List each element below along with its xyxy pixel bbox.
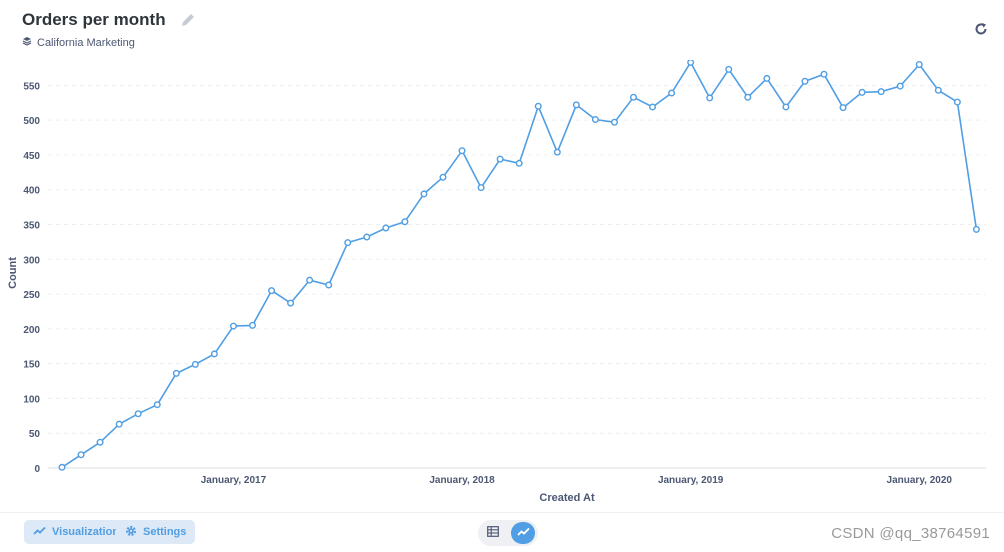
data-point [477, 184, 485, 192]
y-tick-label: 500 [23, 116, 40, 127]
data-point [687, 58, 695, 66]
data-point [591, 115, 599, 123]
data-point [896, 82, 904, 90]
data-point [858, 88, 866, 96]
line-chart-icon [516, 524, 530, 542]
data-point [610, 118, 618, 126]
y-tick-label: 450 [23, 151, 40, 162]
data-point [839, 104, 847, 112]
data-point [934, 86, 942, 94]
data-point [706, 94, 714, 102]
data-point [210, 350, 218, 358]
data-point [344, 239, 352, 247]
y-tick-label: 100 [23, 394, 40, 405]
y-tick-label: 300 [23, 255, 40, 266]
data-point [420, 190, 428, 198]
y-tick-label: 150 [23, 360, 40, 371]
data-point [630, 93, 638, 101]
data-point [172, 369, 180, 377]
data-point [820, 70, 828, 78]
data-point [953, 98, 961, 106]
table-view-button[interactable] [481, 522, 505, 544]
x-tick-label: January, 2020 [887, 475, 953, 486]
line-chart: 0 50 100 150 200 250 300 350 400 450 500 550 January… [0, 58, 1004, 510]
data-point [439, 173, 447, 181]
y-tick-label: 200 [23, 325, 40, 336]
header: Orders per month [22, 10, 196, 30]
x-tick-label: January, 2017 [201, 475, 267, 486]
watermark-text: CSDN @qq_38764591 [831, 525, 990, 542]
y-tick-label: 350 [23, 221, 40, 232]
data-point [515, 159, 523, 167]
x-axis-title: Created At [539, 492, 595, 504]
y-tick-label: 50 [29, 429, 41, 440]
data-point [915, 61, 923, 69]
series-line [61, 61, 978, 468]
data-point [77, 451, 85, 459]
data-point [534, 102, 542, 110]
y-tick-label: 550 [23, 81, 40, 92]
data-point [325, 281, 333, 289]
refresh-icon[interactable] [974, 22, 988, 36]
layers-icon [22, 36, 32, 49]
data-point [763, 74, 771, 82]
view-toggle [478, 520, 538, 546]
collection-breadcrumb[interactable]: California Marketing [22, 36, 135, 49]
pencil-icon[interactable] [180, 12, 196, 28]
data-point [382, 224, 390, 232]
data-point [649, 103, 657, 111]
gear-icon [125, 525, 137, 540]
data-point [363, 233, 371, 241]
data-point [191, 360, 199, 368]
footer-bar: Visualization Settings [0, 512, 1004, 552]
data-point [287, 299, 295, 307]
y-tick-label: 250 [23, 290, 40, 301]
data-point [572, 101, 580, 109]
line-chart-icon [33, 526, 46, 539]
data-point [134, 410, 142, 418]
settings-button[interactable]: Settings [116, 520, 196, 544]
data-point [668, 89, 676, 97]
data-point [268, 287, 276, 295]
chart-svg: 0 50 100 150 200 250 300 350 400 450 500 550 January… [7, 58, 986, 504]
data-point [972, 225, 980, 233]
y-tick-label: 400 [23, 186, 40, 197]
x-tick-label: January, 2018 [429, 475, 495, 486]
page-title: Orders per month [22, 10, 166, 29]
data-point [725, 65, 733, 73]
data-point [153, 401, 161, 409]
chart-view-button[interactable] [511, 522, 535, 544]
data-point [96, 438, 104, 446]
data-point [744, 93, 752, 101]
data-point [115, 420, 123, 428]
data-point [248, 321, 256, 329]
data-point [306, 276, 314, 284]
data-point [877, 88, 885, 96]
visualization-button[interactable]: Visualization [24, 520, 129, 544]
y-tick-label: 0 [34, 464, 40, 475]
data-point [229, 322, 237, 330]
visualization-label: Visualization [52, 526, 120, 538]
settings-label: Settings [143, 526, 187, 538]
data-point [782, 103, 790, 111]
data-point [496, 155, 504, 163]
y-axis-title: Count [7, 257, 19, 289]
data-point [458, 147, 466, 155]
table-icon [487, 524, 499, 542]
collection-name: California Marketing [37, 36, 135, 49]
data-point [58, 463, 66, 471]
data-point [801, 77, 809, 85]
data-point [401, 218, 409, 226]
data-point [553, 148, 561, 156]
x-tick-label: January, 2019 [658, 475, 724, 486]
